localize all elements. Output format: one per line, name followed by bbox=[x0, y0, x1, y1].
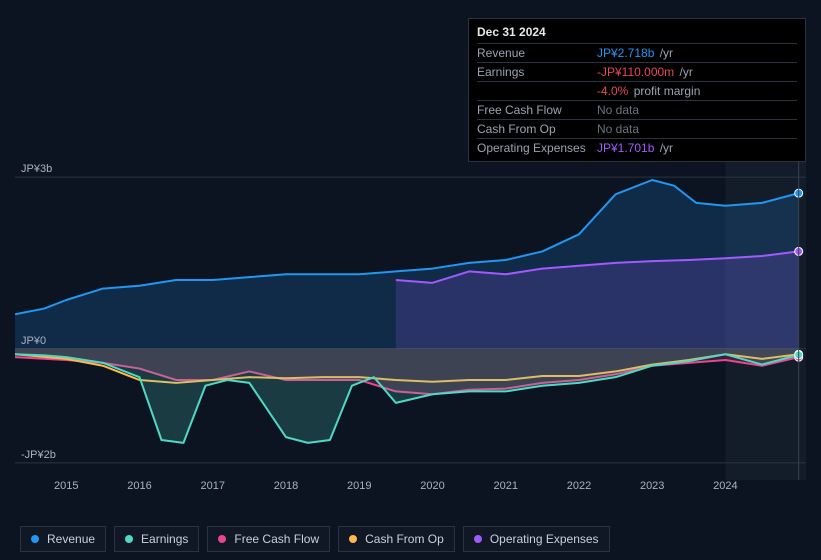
legend-dot-icon bbox=[349, 535, 357, 543]
x-axis-label: 2019 bbox=[347, 480, 371, 492]
tooltip-value: No data bbox=[597, 103, 797, 117]
legend-item[interactable]: Earnings bbox=[114, 526, 199, 552]
tooltip-label: Earnings bbox=[477, 65, 597, 79]
tooltip-row: Earnings-JP¥110.000m /yr bbox=[477, 62, 797, 81]
x-axis-label: 2017 bbox=[201, 480, 225, 492]
tooltip-value: No data bbox=[597, 122, 797, 136]
legend-item[interactable]: Operating Expenses bbox=[463, 526, 610, 552]
legend-label: Earnings bbox=[141, 532, 188, 546]
x-axis-label: 2015 bbox=[54, 480, 78, 492]
x-axis-label: 2024 bbox=[713, 480, 737, 492]
chart-svg bbox=[15, 160, 806, 480]
tooltip-value: -JP¥110.000m /yr bbox=[597, 65, 797, 79]
tooltip-label: Revenue bbox=[477, 46, 597, 60]
x-axis-label: 2022 bbox=[567, 480, 591, 492]
tooltip-value: JP¥2.718b /yr bbox=[597, 46, 797, 60]
x-axis-label: 2023 bbox=[640, 480, 664, 492]
legend-item[interactable]: Revenue bbox=[20, 526, 106, 552]
tooltip-value: JP¥1.701b /yr bbox=[597, 141, 797, 155]
y-axis-label: -JP¥2b bbox=[21, 449, 56, 461]
legend: Revenue Earnings Free Cash Flow Cash From O… bbox=[20, 526, 610, 552]
legend-dot-icon bbox=[474, 535, 482, 543]
tooltip-row: Cash From OpNo data bbox=[477, 119, 797, 138]
legend-dot-icon bbox=[31, 535, 39, 543]
tooltip-row: -4.0% profit margin bbox=[477, 81, 797, 100]
x-axis-label: 2021 bbox=[493, 480, 517, 492]
x-axis-label: 2020 bbox=[420, 480, 444, 492]
legend-dot-icon bbox=[218, 535, 226, 543]
tooltip-row: Operating ExpensesJP¥1.701b /yr bbox=[477, 138, 797, 157]
tooltip-row: Free Cash FlowNo data bbox=[477, 100, 797, 119]
legend-label: Operating Expenses bbox=[490, 532, 599, 546]
tooltip-label: Free Cash Flow bbox=[477, 103, 597, 117]
x-axis-label: 2016 bbox=[127, 480, 151, 492]
tooltip-label: Cash From Op bbox=[477, 122, 597, 136]
data-tooltip: Dec 31 2024 RevenueJP¥2.718b /yrEarnings… bbox=[468, 18, 806, 162]
tooltip-value: -4.0% profit margin bbox=[597, 84, 797, 98]
tooltip-date: Dec 31 2024 bbox=[477, 25, 797, 43]
tooltip-label bbox=[477, 84, 597, 98]
y-axis-label: JP¥0 bbox=[21, 335, 46, 347]
legend-label: Free Cash Flow bbox=[234, 532, 319, 546]
legend-item[interactable]: Cash From Op bbox=[338, 526, 455, 552]
x-axis-label: 2018 bbox=[274, 480, 298, 492]
tooltip-row: RevenueJP¥2.718b /yr bbox=[477, 43, 797, 62]
legend-label: Revenue bbox=[47, 532, 95, 546]
legend-item[interactable]: Free Cash Flow bbox=[207, 526, 330, 552]
legend-dot-icon bbox=[125, 535, 133, 543]
tooltip-label: Operating Expenses bbox=[477, 141, 597, 155]
legend-label: Cash From Op bbox=[365, 532, 444, 546]
financials-chart[interactable]: JP¥3bJP¥0-JP¥2b 201520162017201820192020… bbox=[15, 160, 806, 480]
y-axis-label: JP¥3b bbox=[21, 163, 52, 175]
